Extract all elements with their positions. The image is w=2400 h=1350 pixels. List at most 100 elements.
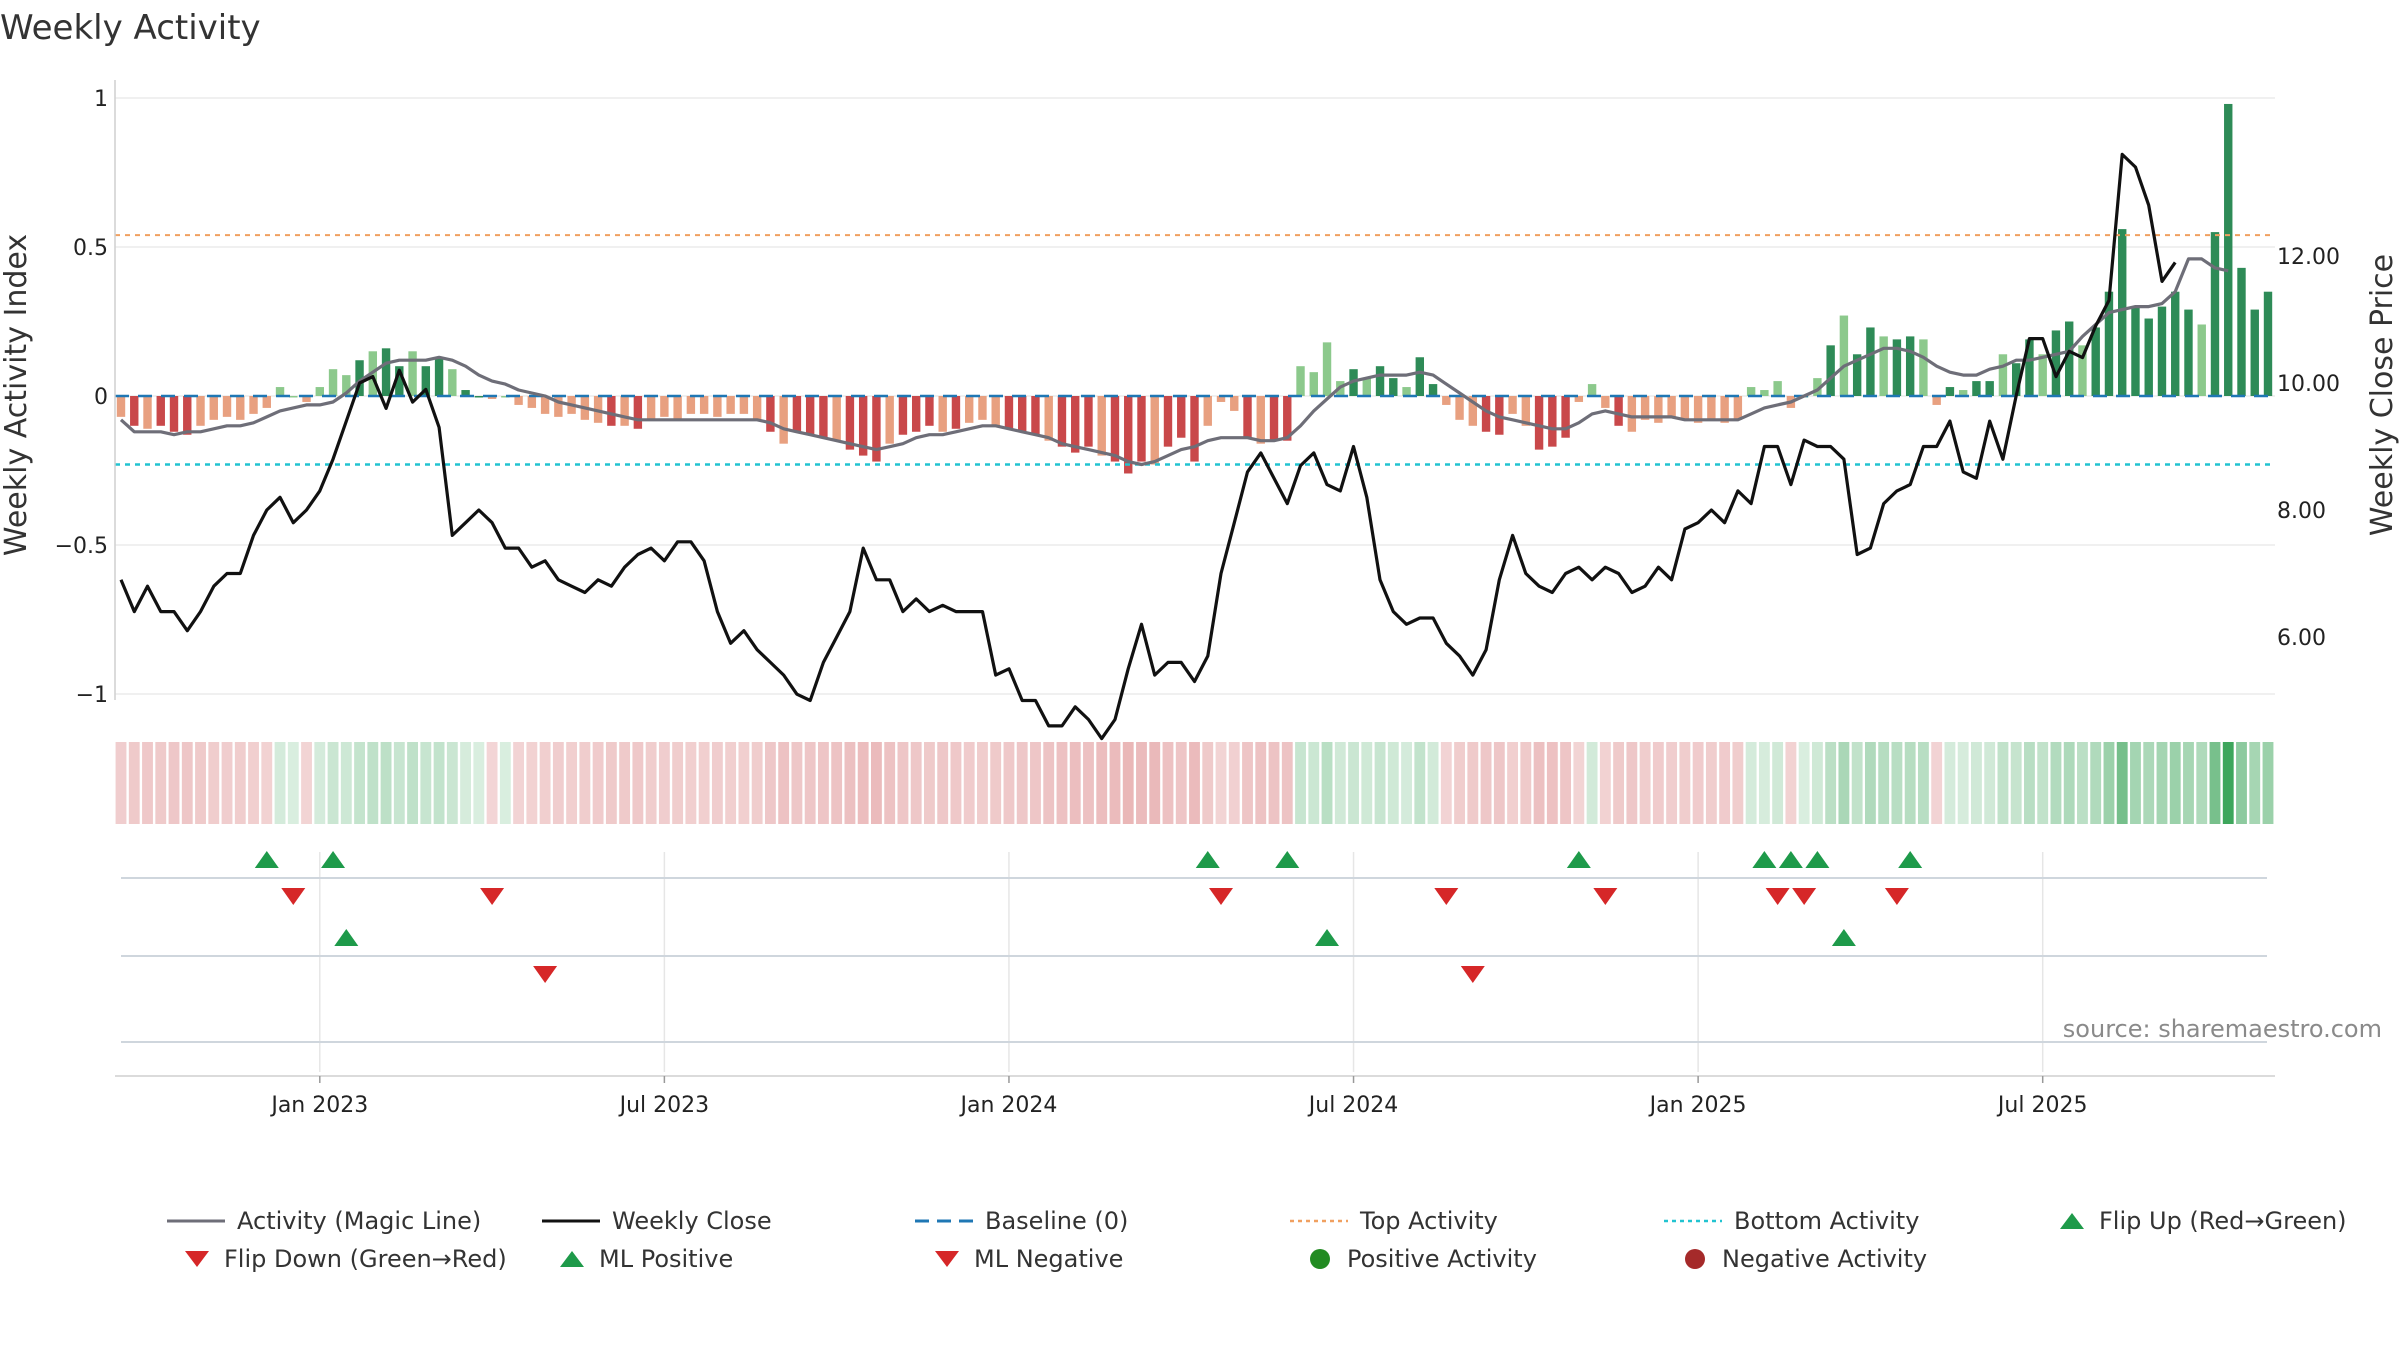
- activity-bar: [275, 387, 285, 396]
- flip-down-marker: [1792, 888, 1817, 905]
- legend-item-positive-activity: Positive Activity: [1303, 1245, 1537, 1273]
- heat-cell: [168, 742, 180, 824]
- legend-label: Negative Activity: [1722, 1245, 1928, 1273]
- heat-cell: [1811, 742, 1823, 824]
- heat-cell: [181, 742, 193, 824]
- heat-cell: [1083, 742, 1094, 824]
- heat-cell: [1321, 742, 1333, 824]
- heat-cell: [870, 742, 882, 824]
- activity-bar: [2171, 291, 2180, 396]
- activity-bar: [143, 396, 152, 429]
- heat-cell: [2077, 742, 2088, 824]
- legend-item-baseline: Baseline (0): [913, 1207, 1128, 1235]
- legend-item-ml-negative: ML Negative: [930, 1245, 1123, 1273]
- heat-cell: [1281, 742, 1293, 824]
- flip-down-marker: [1765, 888, 1790, 905]
- activity-bar: [964, 396, 974, 423]
- heat-cell: [1228, 742, 1240, 824]
- activity-bar: [302, 396, 311, 402]
- activity-bar: [1521, 396, 1531, 426]
- activity-bar: [1044, 396, 1053, 441]
- heat-cell: [2183, 742, 2194, 824]
- activity-bar: [196, 396, 205, 426]
- legend-label: Bottom Activity: [1734, 1207, 1920, 1235]
- activity-bar: [858, 396, 868, 456]
- heat-cell: [1599, 742, 1611, 824]
- heat-cell: [1626, 742, 1638, 824]
- legend-item-flip-up: Flip Up (Red→Green): [2055, 1207, 2347, 1235]
- heat-cell: [605, 742, 617, 824]
- activity-bar: [289, 396, 298, 398]
- activity-bar: [1919, 339, 1928, 396]
- x-tick-label: Jan 2025: [1648, 1093, 1747, 1118]
- heat-cell: [1758, 742, 1770, 824]
- grid-lines: [115, 97, 2275, 1072]
- heat-cell: [910, 742, 922, 824]
- flip-down-marker: [1434, 888, 1459, 905]
- x-tick-label: Jul 2024: [1307, 1093, 1399, 1118]
- flip-down-marker: [480, 888, 505, 905]
- legend-label: Flip Down (Green→Red): [224, 1245, 507, 1273]
- legend-item-bottom-activity: Bottom Activity: [1662, 1207, 1919, 1235]
- activity-bar: [1428, 384, 1438, 396]
- flip-down-marker: [1884, 888, 1909, 905]
- activity-bar: [2184, 309, 2193, 396]
- heat-cell: [685, 742, 697, 824]
- heat-cell: [261, 742, 273, 824]
- reference-lines: [115, 234, 2275, 466]
- heat-cell: [367, 742, 379, 824]
- activity-bar: [620, 396, 629, 426]
- activity-bar: [898, 396, 908, 435]
- y-axis-left-label: Weekly Activity Index: [0, 234, 34, 556]
- activity-bar: [1057, 396, 1067, 447]
- activity-bar: [540, 396, 550, 414]
- activity-bar: [1163, 396, 1173, 447]
- activity-bar: [779, 396, 788, 444]
- activity-bar: [819, 396, 828, 438]
- activity-bar: [1362, 378, 1371, 396]
- activity-bar: [1773, 381, 1782, 396]
- heat-cell: [2156, 742, 2168, 824]
- heat-cell: [1679, 742, 1691, 824]
- weekly-close-series: [119, 152, 2177, 741]
- heat-cell: [274, 742, 286, 824]
- activity-bar: [1879, 336, 1888, 396]
- activity-bar: [1322, 342, 1332, 396]
- activity-bar: [1389, 378, 1398, 396]
- legend-item-weekly-close: Weekly Close: [540, 1207, 772, 1235]
- flip-up-marker: [1315, 929, 1340, 946]
- activity-bar: [1548, 396, 1557, 447]
- flip-up-marker: [254, 851, 279, 868]
- activity-bar: [130, 396, 139, 426]
- heat-cell: [1666, 742, 1678, 824]
- heat-cell: [2063, 742, 2075, 824]
- activity-bar: [1905, 336, 1915, 396]
- activity-bar: [686, 396, 696, 414]
- y-left-tick-label: 0: [94, 385, 108, 410]
- heat-cell: [1255, 742, 1267, 824]
- heat-cell: [1056, 742, 1068, 824]
- legend-item-flip-down: Flip Down (Green→Red): [180, 1245, 507, 1273]
- heat-cell: [1825, 742, 1837, 824]
- activity-bar: [1018, 396, 1027, 432]
- y-right-tick-label: 8.00: [2277, 499, 2326, 524]
- activity-bar: [2078, 345, 2087, 396]
- activity-bar: [1309, 372, 1318, 396]
- triangle-up-icon: [2060, 1213, 2084, 1229]
- legend-item-top-activity: Top Activity: [1288, 1207, 1498, 1235]
- flip-up-marker: [1275, 851, 1300, 868]
- heat-cell: [1440, 742, 1452, 824]
- triangle-down-icon: [935, 1251, 959, 1267]
- y-left-tick-label: −1: [76, 683, 108, 708]
- activity-bar: [646, 396, 656, 420]
- heat-cell: [1573, 742, 1585, 824]
- activity-bar: [1004, 396, 1014, 429]
- flip-up-marker: [321, 851, 346, 868]
- triangle-down-icon: [185, 1251, 209, 1267]
- activity-bar: [448, 369, 457, 396]
- activity-bar: [1587, 384, 1597, 396]
- flip-up-marker: [1752, 851, 1777, 868]
- heat-cell: [566, 742, 578, 824]
- heat-cell: [1175, 742, 1187, 824]
- heat-cell: [2103, 742, 2115, 824]
